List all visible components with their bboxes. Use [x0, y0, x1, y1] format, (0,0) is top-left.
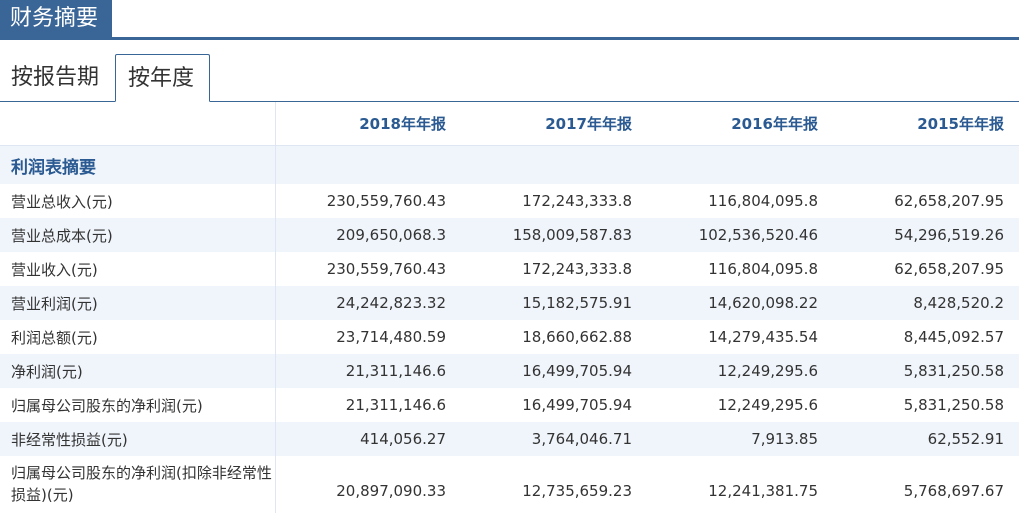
cell-value: 3,764,046.71	[461, 422, 647, 456]
table-row: 营业总成本(元) 209,650,068.3 158,009,587.83 10…	[0, 218, 1019, 252]
column-header: 2016年年报	[647, 102, 833, 146]
table-row: 非经常性损益(元) 414,056.27 3,764,046.71 7,913.…	[0, 422, 1019, 456]
table-row: 归属母公司股东的净利润(扣除非经常性损益)(元) 20,897,090.33 1…	[0, 456, 1019, 513]
cell-value: 12,249,295.6	[647, 354, 833, 388]
cell-value: 172,243,333.8	[522, 192, 632, 210]
cell-value: 5,831,250.58	[903, 396, 1004, 414]
row-label: 营业总收入(元)	[0, 184, 276, 218]
page-title: 财务摘要	[0, 0, 112, 37]
financial-summary-table: 2018年年报 2017年年报 2016年年报 2015年年报 利润表摘要 营业…	[0, 102, 1019, 513]
row-label: 营业收入(元)	[0, 252, 276, 286]
row-label: 归属母公司股东的净利润(扣除非经常性损益)(元)	[0, 456, 276, 513]
table-row: 利润总额(元) 23,714,480.59 18,660,662.88 14,2…	[0, 320, 1019, 354]
cell-value: 116,804,095.8	[708, 260, 818, 278]
cell-value: 14,279,435.54	[708, 328, 818, 346]
column-header: 2015年年报	[833, 102, 1019, 146]
cell-value: 7,913.85	[647, 422, 833, 456]
cell-value: 54,296,519.26	[833, 218, 1019, 252]
cell-value: 5,768,697.67	[903, 481, 1004, 500]
empty-cell	[461, 145, 647, 184]
empty-cell	[275, 145, 461, 184]
table-row: 营业收入(元) 230,559,760.43 172,243,333.8 116…	[0, 252, 1019, 286]
table-row: 净利润(元) 21,311,146.6 16,499,705.94 12,249…	[0, 354, 1019, 388]
empty-cell	[647, 145, 833, 184]
cell-value: 102,536,520.46	[647, 218, 833, 252]
row-label: 非经常性损益(元)	[0, 422, 276, 456]
row-label: 营业利润(元)	[0, 286, 276, 320]
header-empty-cell	[0, 102, 276, 146]
cell-value: 414,056.27	[275, 422, 461, 456]
cell-value: 18,660,662.88	[522, 328, 632, 346]
cell-value: 116,804,095.8	[708, 192, 818, 210]
cell-value: 8,428,520.2	[833, 286, 1019, 320]
cell-value: 8,445,092.57	[903, 328, 1004, 346]
row-label: 归属母公司股东的净利润(元)	[0, 388, 276, 422]
tab-by-year[interactable]: 按年度	[115, 54, 210, 102]
column-header: 2018年年报	[275, 102, 461, 146]
period-tabs: 按报告期 按年度	[0, 54, 1019, 102]
table-row: 归属母公司股东的净利润(元) 21,311,146.6 16,499,705.9…	[0, 388, 1019, 422]
cell-value: 5,831,250.58	[833, 354, 1019, 388]
cell-value: 12,735,659.23	[522, 481, 632, 500]
cell-value: 12,249,295.6	[717, 396, 818, 414]
cell-value: 16,499,705.94	[522, 396, 632, 414]
column-header: 2017年年报	[461, 102, 647, 146]
financial-summary-table-wrap: 2018年年报 2017年年报 2016年年报 2015年年报 利润表摘要 营业…	[0, 102, 1019, 513]
cell-value: 62,658,207.95	[894, 260, 1004, 278]
cell-value: 230,559,760.43	[326, 192, 446, 210]
cell-value: 24,242,823.32	[275, 286, 461, 320]
section-title: 利润表摘要	[0, 145, 276, 184]
empty-cell	[833, 145, 1019, 184]
table-row: 营业总收入(元) 230,559,760.43 172,243,333.8 11…	[0, 184, 1019, 218]
tab-by-report-period[interactable]: 按报告期	[11, 65, 100, 90]
cell-value: 21,311,146.6	[275, 354, 461, 388]
cell-value: 23,714,480.59	[336, 328, 446, 346]
row-label: 利润总额(元)	[0, 320, 276, 354]
row-label: 营业总成本(元)	[0, 218, 276, 252]
table-header-row: 2018年年报 2017年年报 2016年年报 2015年年报	[0, 102, 1019, 146]
cell-value: 62,552.91	[833, 422, 1019, 456]
table-row: 营业利润(元) 24,242,823.32 15,182,575.91 14,6…	[0, 286, 1019, 320]
cell-value: 15,182,575.91	[461, 286, 647, 320]
cell-value: 12,241,381.75	[708, 481, 818, 500]
row-label: 净利润(元)	[0, 354, 276, 388]
cell-value: 14,620,098.22	[647, 286, 833, 320]
cell-value: 21,311,146.6	[345, 396, 446, 414]
cell-value: 230,559,760.43	[326, 260, 446, 278]
cell-value: 16,499,705.94	[461, 354, 647, 388]
cell-value: 209,650,068.3	[275, 218, 461, 252]
cell-value: 158,009,587.83	[461, 218, 647, 252]
title-bar: 财务摘要	[0, 0, 1019, 40]
cell-value: 20,897,090.33	[336, 481, 446, 500]
section-row: 利润表摘要	[0, 145, 1019, 184]
cell-value: 172,243,333.8	[522, 260, 632, 278]
cell-value: 62,658,207.95	[894, 192, 1004, 210]
